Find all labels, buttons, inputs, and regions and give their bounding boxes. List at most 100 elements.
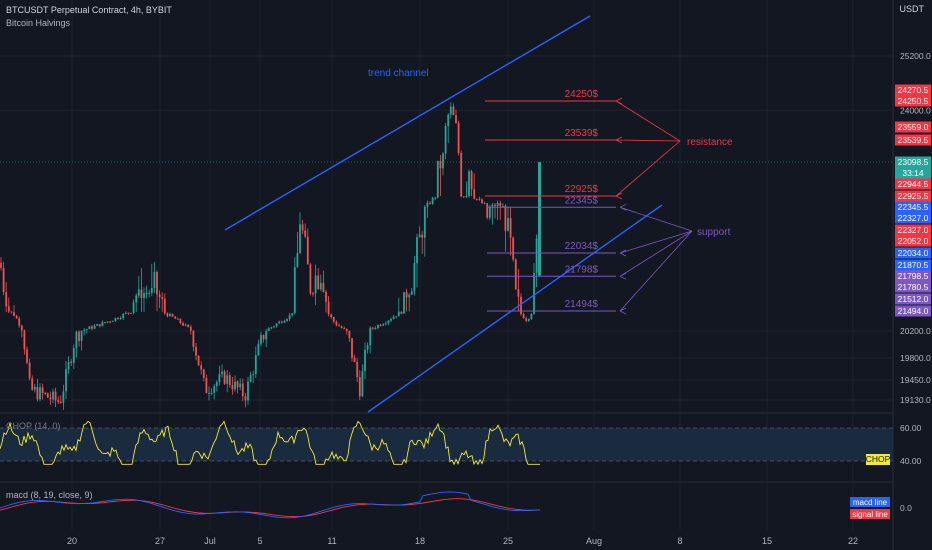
- candle-body: [41, 387, 44, 393]
- support-arrow: [619, 203, 693, 232]
- candle-body: [374, 327, 377, 329]
- candle-body: [457, 123, 460, 153]
- support-label: support: [697, 227, 731, 238]
- candle-body: [215, 382, 218, 387]
- candle-body: [114, 317, 117, 321]
- candle-body: [15, 315, 18, 319]
- candle-body: [338, 325, 340, 327]
- candle-body: [62, 391, 65, 403]
- candle-body: [444, 125, 447, 154]
- candle-body: [390, 319, 392, 321]
- candle-body: [153, 272, 156, 288]
- candle-body: [397, 311, 400, 317]
- y-tick-label: 19800.0: [900, 353, 931, 363]
- x-tick-label: 22: [848, 536, 858, 546]
- candle-body: [436, 160, 439, 198]
- price-axis-badge: [895, 281, 931, 293]
- price-axis-badge-text: 22327.0: [898, 213, 929, 223]
- candle-body: [46, 393, 49, 398]
- candle-body: [96, 324, 99, 326]
- candle-body: [332, 317, 335, 322]
- candle-body: [491, 204, 494, 207]
- chart-title: BTCUSDT Perpetual Contract, 4h, BYBIT: [6, 5, 172, 15]
- candle-body: [39, 387, 41, 400]
- candle-body: [340, 326, 343, 329]
- candle-body: [101, 322, 104, 327]
- trend-channel-label: trend channel: [368, 68, 429, 79]
- candle-body: [473, 189, 476, 199]
- candle-body: [28, 362, 31, 379]
- x-tick-label: 25: [503, 536, 513, 546]
- price-axis-badge: [895, 167, 931, 179]
- candle-body: [377, 324, 379, 328]
- chop-indicator-label: CHOP (14, 0): [6, 421, 61, 431]
- price-axis-badge-text: 22327.0: [898, 225, 929, 235]
- candle-body: [195, 346, 197, 356]
- candle-body: [488, 206, 491, 218]
- candle-body: [426, 202, 429, 207]
- candle-body: [400, 311, 403, 314]
- candle-body: [260, 334, 262, 344]
- price-axis-badge-text: 21494.0: [898, 306, 929, 316]
- candle-body: [371, 327, 374, 329]
- signal-legend-badge: [850, 509, 890, 519]
- candle-body: [244, 396, 247, 401]
- candle-body: [218, 374, 221, 383]
- candle-body: [127, 312, 130, 314]
- price-axis-badge-text: 22345.5: [898, 202, 929, 212]
- candle-body: [343, 328, 346, 330]
- candle-body: [2, 268, 5, 293]
- candle-body: [57, 400, 60, 402]
- candle-body: [20, 325, 23, 331]
- price-axis-badge: [895, 305, 931, 317]
- candle-body: [262, 334, 265, 340]
- candle-body: [174, 316, 177, 319]
- chop-band: [0, 428, 893, 461]
- candle-body: [291, 313, 294, 316]
- candle-body: [163, 298, 166, 314]
- x-tick-label: 27: [155, 536, 165, 546]
- candle-body: [143, 293, 145, 299]
- level-label-22345: 22345$: [565, 195, 599, 206]
- candle-body: [137, 289, 140, 296]
- candle-body: [72, 348, 75, 363]
- candle-body: [91, 326, 93, 329]
- candle-body: [31, 378, 34, 390]
- candle-body: [267, 328, 270, 331]
- candle-body: [304, 230, 307, 237]
- price-axis-badge: [895, 270, 931, 282]
- candle-body: [241, 383, 244, 397]
- candle-body: [517, 289, 520, 297]
- candle-body: [364, 349, 366, 372]
- support-arrow: [619, 230, 693, 280]
- candle-body: [296, 253, 299, 268]
- candle-body: [122, 313, 125, 319]
- candle-body: [384, 323, 387, 325]
- resistance-arrow: [615, 97, 681, 142]
- candle-body: [13, 312, 15, 316]
- candle-body: [351, 338, 353, 358]
- candle-body: [335, 321, 338, 326]
- support-arrow: [619, 230, 693, 257]
- price-axis-badge-text: 22925.5: [898, 191, 929, 201]
- candle-body: [67, 361, 70, 370]
- candle-body: [527, 318, 530, 321]
- candle-body: [135, 295, 138, 303]
- candle-body: [382, 324, 385, 326]
- candle-body: [423, 206, 426, 238]
- candle-body: [475, 198, 478, 200]
- candle-body: [234, 381, 236, 390]
- x-tick-label: 20: [67, 536, 77, 546]
- macd-legend-text: macd line: [853, 498, 888, 507]
- candle-body: [421, 234, 424, 238]
- x-tick-label: Jul: [204, 536, 216, 546]
- price-axis-badge: [895, 84, 931, 96]
- indicator-bitcoin-halvings: Bitcoin Halvings: [6, 18, 71, 28]
- price-axis-badge-text: 21798.5: [898, 271, 929, 281]
- candle-body: [496, 202, 499, 206]
- candle-body: [504, 205, 507, 231]
- level-label-22925: 22925$: [565, 184, 599, 195]
- candle-body: [78, 331, 80, 342]
